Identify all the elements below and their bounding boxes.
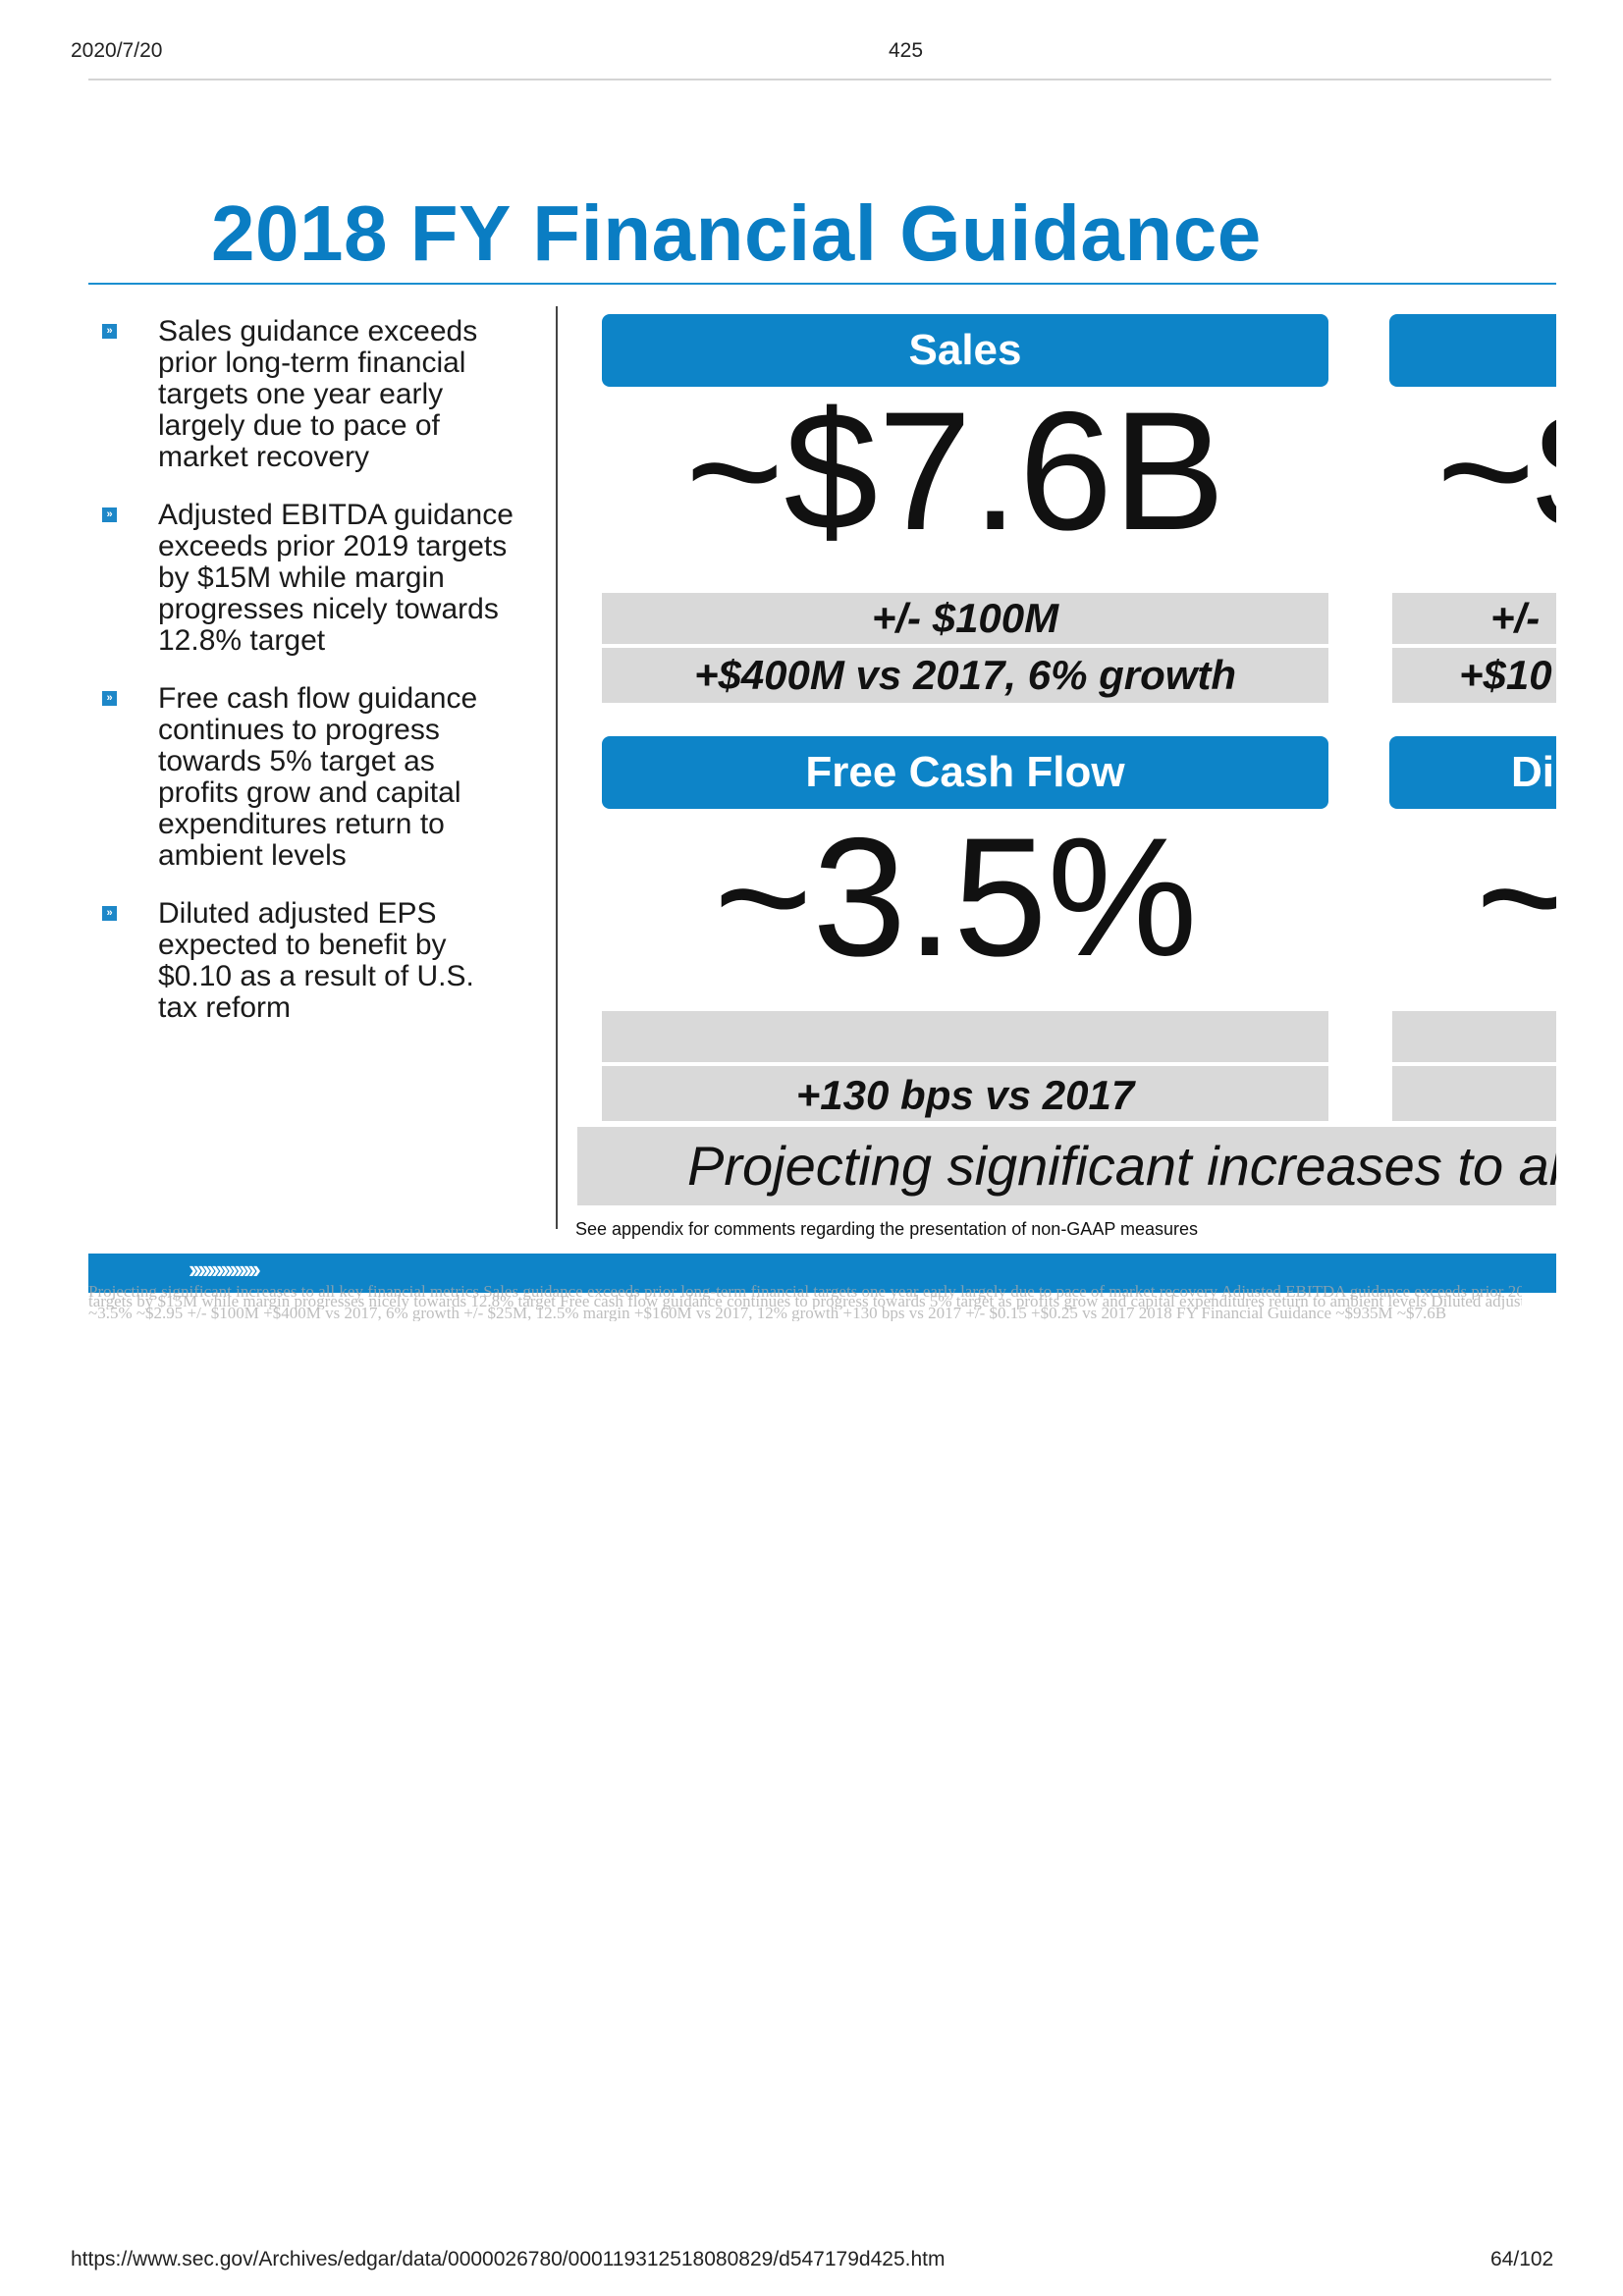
bullet-item: » Diluted adjusted EPS expected to benef… bbox=[102, 898, 514, 1024]
fcf-tile-change: +130 bps vs 2017 bbox=[602, 1066, 1328, 1121]
page-indicator: 64/102 bbox=[1490, 2248, 1554, 2270]
bullet-item: » Free cash flow guidance continues to p… bbox=[102, 683, 514, 872]
fcf-tile-header: Free Cash Flow bbox=[602, 736, 1328, 809]
header-divider bbox=[88, 79, 1551, 80]
bullet-text: Diluted adjusted EPS expected to benefit… bbox=[158, 897, 474, 1024]
fcf-tile-value: ~3.5% bbox=[714, 803, 1198, 991]
sales-tile-value: ~$7.6B bbox=[685, 377, 1225, 565]
print-date: 2020/7/20 bbox=[71, 39, 163, 62]
hidden-text-line: Projecting significant increases to all … bbox=[88, 1284, 1522, 1300]
chevrons-icon: ››››››››››››››› bbox=[189, 1255, 261, 1284]
hidden-text-line: ~3.5% ~$2.95 +/- $100M +$400M vs 2017, 6… bbox=[88, 1306, 1447, 1321]
right-bottom-tile-bar bbox=[1392, 1011, 1556, 1062]
bullet-arrow-icon: » bbox=[102, 906, 117, 921]
right-bottom-tile-header: Di bbox=[1389, 736, 1556, 809]
bullet-arrow-icon: » bbox=[102, 324, 117, 339]
sales-tile-change: +$400M vs 2017, 6% growth bbox=[602, 648, 1328, 703]
title-divider bbox=[88, 283, 1556, 285]
right-tile-range: +/- bbox=[1392, 593, 1556, 644]
bullet-arrow-icon: » bbox=[102, 507, 117, 522]
projection-banner: Projecting significant increases to al bbox=[577, 1127, 1556, 1205]
bullet-item: » Sales guidance exceeds prior long-term… bbox=[102, 316, 514, 473]
bullet-text: Adjusted EBITDA guidance exceeds prior 2… bbox=[158, 499, 514, 657]
right-tile-header bbox=[1389, 314, 1556, 387]
right-bottom-tile-value: ~ bbox=[1476, 803, 1556, 991]
non-gaap-note: See appendix for comments regarding the … bbox=[575, 1219, 1199, 1239]
sales-tile-range: +/- $100M bbox=[602, 593, 1328, 644]
hidden-text-layer: Projecting significant increases to all … bbox=[88, 1284, 1522, 1321]
print-doc-number: 425 bbox=[889, 39, 924, 62]
right-bottom-tile-bar bbox=[1392, 1066, 1556, 1121]
right-tile-value: ~$ bbox=[1436, 377, 1556, 565]
slide-footer-bar bbox=[88, 1254, 1556, 1293]
source-url: https://www.sec.gov/Archives/edgar/data/… bbox=[71, 2248, 946, 2270]
slide-title: 2018 FY Financial Guidance bbox=[211, 189, 1262, 277]
right-tile-change: +$10 bbox=[1392, 648, 1556, 703]
hidden-text-line: targets by $15M while margin progresses … bbox=[88, 1294, 1522, 1309]
bullet-text: Sales guidance exceeds prior long-term f… bbox=[158, 315, 478, 473]
bullet-arrow-icon: » bbox=[102, 691, 117, 706]
slide: 2018 FY Financial Guidance » Sales guida… bbox=[88, 110, 1556, 1308]
bullet-text: Free cash flow guidance continues to pro… bbox=[158, 682, 478, 872]
bullet-list: » Sales guidance exceeds prior long-term… bbox=[102, 316, 514, 1050]
column-divider bbox=[556, 306, 558, 1229]
bullet-item: » Adjusted EBITDA guidance exceeds prior… bbox=[102, 500, 514, 657]
fcf-tile-range bbox=[602, 1011, 1328, 1062]
sales-tile-header: Sales bbox=[602, 314, 1328, 387]
